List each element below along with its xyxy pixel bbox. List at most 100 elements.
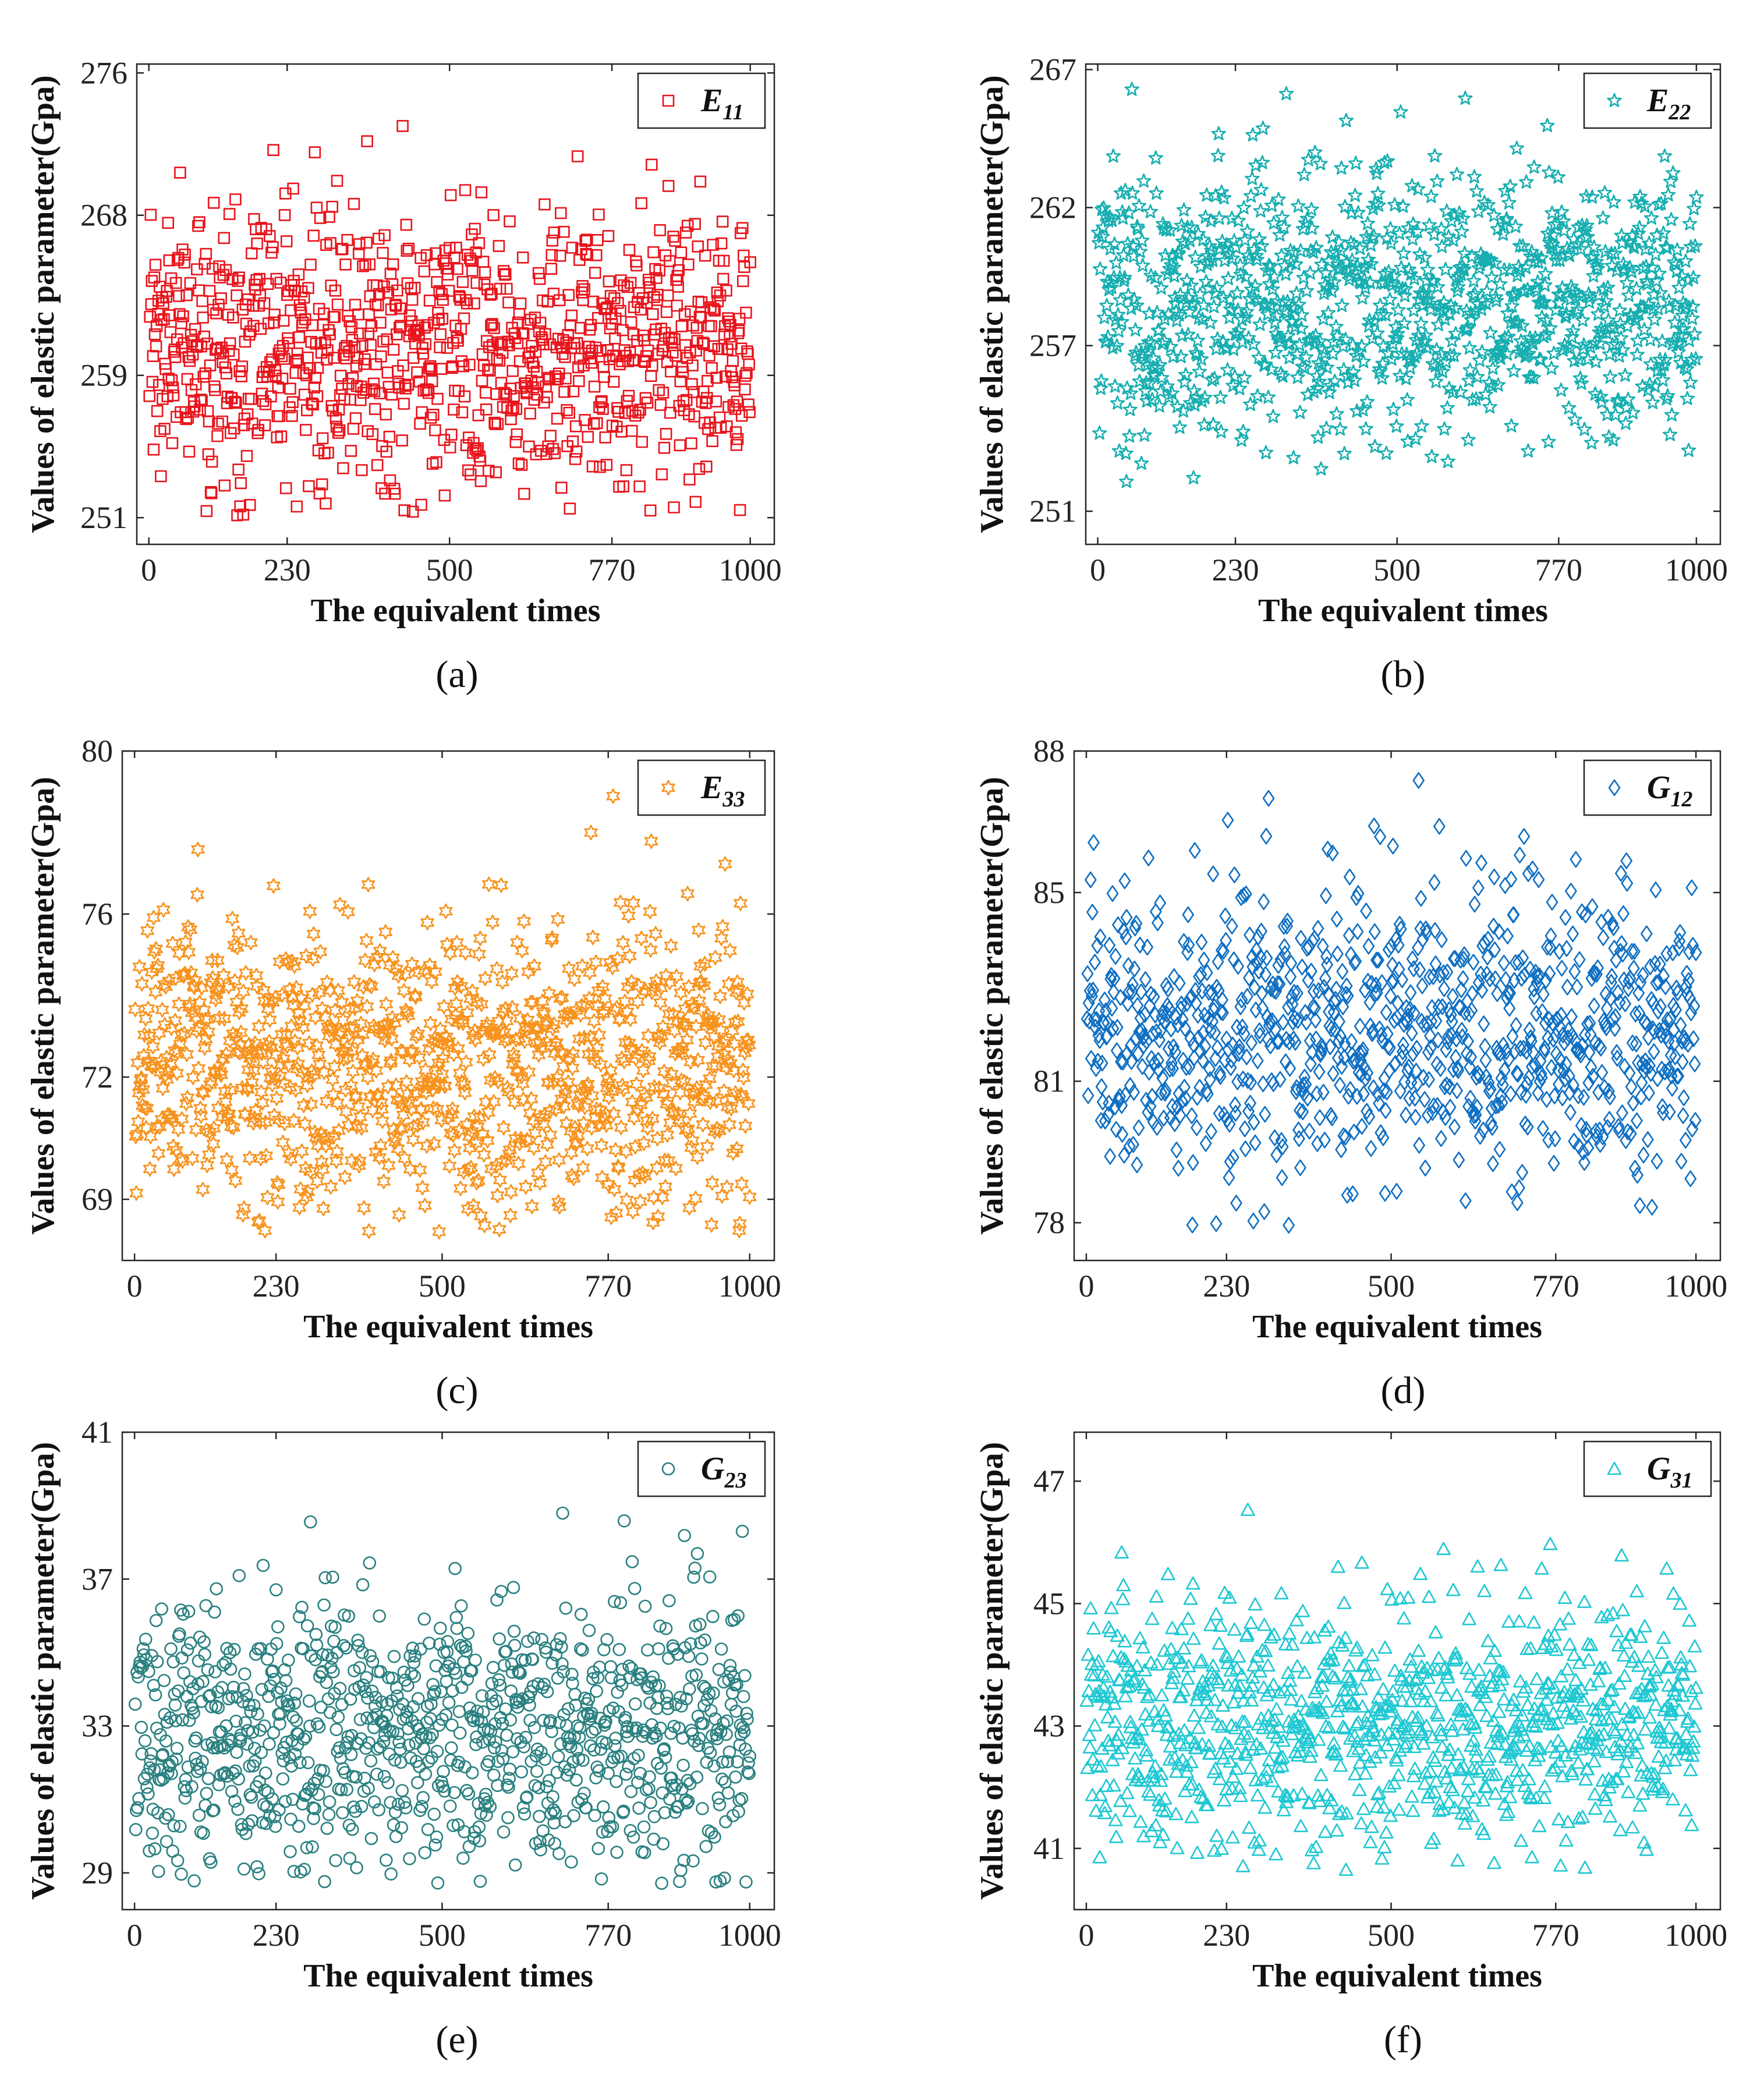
- data-point: [1118, 183, 1133, 197]
- data-point: [626, 405, 639, 417]
- data-point: [327, 404, 339, 417]
- data-point: [484, 364, 496, 377]
- data-point: [328, 352, 341, 364]
- data-point: [1321, 253, 1337, 268]
- data-point: [157, 297, 169, 310]
- data-point: [1283, 255, 1299, 270]
- data-point: [346, 372, 359, 384]
- data-point: [308, 381, 321, 394]
- data-point: [554, 249, 566, 262]
- data-point: [516, 251, 529, 264]
- data-point: [307, 229, 320, 242]
- data-point: [707, 239, 719, 251]
- data-point: [1273, 366, 1288, 380]
- plot-area: [1085, 63, 1722, 546]
- y-tick-label: 69: [82, 1182, 113, 1217]
- data-point: [1220, 271, 1236, 285]
- data-point: [706, 435, 718, 448]
- data-point: [333, 424, 346, 437]
- data-point: [1294, 321, 1309, 335]
- data-point: [320, 497, 332, 510]
- y-tick-label: 251: [1029, 494, 1076, 529]
- x-tick-label: 0: [127, 1269, 143, 1304]
- data-point: [1239, 304, 1255, 318]
- data-point: [395, 302, 408, 315]
- data-point: [214, 271, 226, 284]
- data-point: [380, 408, 392, 421]
- data-point: [411, 366, 423, 378]
- data-point: [562, 289, 575, 302]
- data-point: [646, 360, 658, 372]
- data-point: [1182, 304, 1197, 319]
- data-point: [431, 392, 444, 405]
- data-point: [402, 378, 415, 391]
- data-point: [264, 356, 277, 369]
- data-point: [583, 323, 596, 336]
- data-point: [486, 318, 498, 330]
- data-point: [1213, 424, 1229, 438]
- data-point: [1193, 351, 1209, 366]
- data-point: [1126, 248, 1142, 263]
- x-axis-title: The equivalent times: [1252, 1309, 1542, 1345]
- data-point: [473, 237, 486, 249]
- data-point: [329, 284, 342, 297]
- data-point: [345, 445, 357, 457]
- data-point: [272, 347, 285, 360]
- data-point: [268, 309, 281, 321]
- data-point: [400, 218, 413, 231]
- data-point: [1287, 245, 1302, 259]
- data-point: [201, 337, 214, 350]
- data-point: [254, 289, 267, 302]
- data-point: [611, 420, 623, 433]
- data-point: [254, 323, 267, 335]
- data-point: [155, 314, 168, 326]
- data-point: [695, 296, 708, 309]
- data-point: [729, 403, 742, 415]
- data-point: [646, 158, 658, 171]
- data-point: [679, 226, 692, 239]
- data-point: [533, 272, 546, 285]
- data-point: [532, 267, 545, 279]
- data-point: [348, 197, 360, 210]
- data-point: [525, 313, 537, 326]
- data-point: [323, 324, 335, 337]
- data-point: [572, 375, 585, 387]
- data-point: [435, 363, 448, 375]
- data-point: [628, 301, 640, 313]
- x-axis-title: The equivalent times: [311, 593, 601, 629]
- data-point: [260, 223, 272, 236]
- data-point: [251, 237, 263, 250]
- data-point: [383, 430, 396, 443]
- data-point: [629, 409, 642, 422]
- data-point: [1248, 278, 1263, 293]
- data-point: [669, 235, 681, 247]
- data-point: [1167, 289, 1182, 304]
- data-point: [144, 208, 157, 221]
- data-point: [709, 304, 721, 317]
- data-point: [385, 303, 398, 316]
- x-tick-label: 500: [426, 553, 473, 587]
- data-point: [558, 225, 570, 238]
- data-point: [343, 345, 356, 358]
- data-point: [148, 271, 161, 284]
- data-point: [180, 289, 193, 302]
- data-point: [647, 308, 659, 320]
- data-point: [149, 258, 162, 271]
- data-point: [1146, 350, 1161, 365]
- data-point: [527, 381, 540, 394]
- data-point: [1203, 315, 1218, 330]
- data-point: [1152, 357, 1168, 372]
- data-point: [463, 358, 476, 371]
- data-point: [1237, 370, 1252, 385]
- data-point: [1248, 157, 1263, 172]
- data-point: [221, 390, 234, 403]
- data-point: [686, 378, 698, 391]
- data-point: [597, 403, 609, 415]
- data-point: [356, 340, 369, 352]
- data-point: [1227, 369, 1242, 384]
- data-point: [1128, 322, 1143, 337]
- data-point: [350, 360, 363, 372]
- data-point: [717, 254, 730, 267]
- data-point: [165, 272, 178, 285]
- data-point: [1165, 247, 1180, 262]
